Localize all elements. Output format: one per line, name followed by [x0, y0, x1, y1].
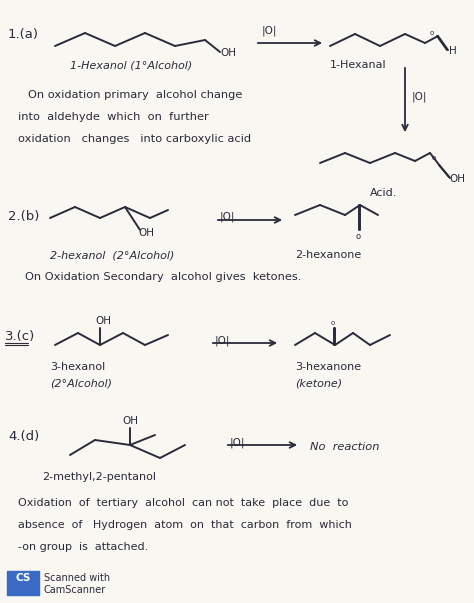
Text: OH: OH [122, 416, 138, 426]
Text: 2-hexanone: 2-hexanone [295, 250, 361, 260]
Text: |O|: |O| [230, 438, 246, 449]
Text: o: o [356, 232, 361, 241]
Text: absence  of   Hydrogen  atom  on  that  carbon  from  which: absence of Hydrogen atom on that carbon … [18, 520, 352, 530]
Text: 2-methyl,2-pentanol: 2-methyl,2-pentanol [42, 472, 156, 482]
Text: o: o [432, 155, 436, 161]
Text: 1.(a): 1.(a) [8, 28, 39, 41]
Text: CS: CS [15, 573, 31, 583]
Text: No  reaction: No reaction [310, 442, 380, 452]
Text: OH: OH [95, 316, 111, 326]
Text: 3-hexanol: 3-hexanol [50, 362, 105, 372]
Text: (2°Alcohol): (2°Alcohol) [50, 378, 112, 388]
Text: -on group  is  attached.: -on group is attached. [18, 542, 148, 552]
Text: 3.(c): 3.(c) [5, 330, 35, 343]
Text: |O|: |O| [412, 92, 428, 103]
Text: o: o [430, 30, 434, 36]
Text: H: H [449, 46, 457, 56]
Text: |O|: |O| [262, 25, 277, 36]
Text: into  aldehyde  which  on  further: into aldehyde which on further [18, 112, 209, 122]
Text: OH: OH [220, 48, 236, 58]
Text: oxidation   changes   into carboxylic acid: oxidation changes into carboxylic acid [18, 134, 251, 144]
Text: 2.(b): 2.(b) [8, 210, 39, 223]
Text: Scanned with: Scanned with [44, 573, 110, 583]
Text: 1-Hexanol (1°Alcohol): 1-Hexanol (1°Alcohol) [70, 60, 192, 70]
Text: (ketone): (ketone) [295, 378, 342, 388]
Text: o: o [331, 320, 335, 326]
Text: On Oxidation Secondary  alcohol gives  ketones.: On Oxidation Secondary alcohol gives ket… [25, 272, 301, 282]
Text: 4.(d): 4.(d) [8, 430, 39, 443]
Text: |O|: |O| [220, 212, 236, 223]
Text: 2-hexanol  (2°Alcohol): 2-hexanol (2°Alcohol) [50, 250, 174, 260]
Text: 3-hexanone: 3-hexanone [295, 362, 361, 372]
Text: CamScanner: CamScanner [44, 585, 106, 595]
Text: Acid.: Acid. [370, 188, 397, 198]
Text: OH: OH [449, 174, 465, 184]
FancyBboxPatch shape [7, 571, 39, 595]
Text: 1-Hexanal: 1-Hexanal [330, 60, 387, 70]
Text: |O|: |O| [215, 335, 230, 346]
Text: Oxidation  of  tertiary  alcohol  can not  take  place  due  to: Oxidation of tertiary alcohol can not ta… [18, 498, 348, 508]
Text: On oxidation primary  alcohol change: On oxidation primary alcohol change [28, 90, 242, 100]
Text: OH: OH [138, 228, 154, 238]
